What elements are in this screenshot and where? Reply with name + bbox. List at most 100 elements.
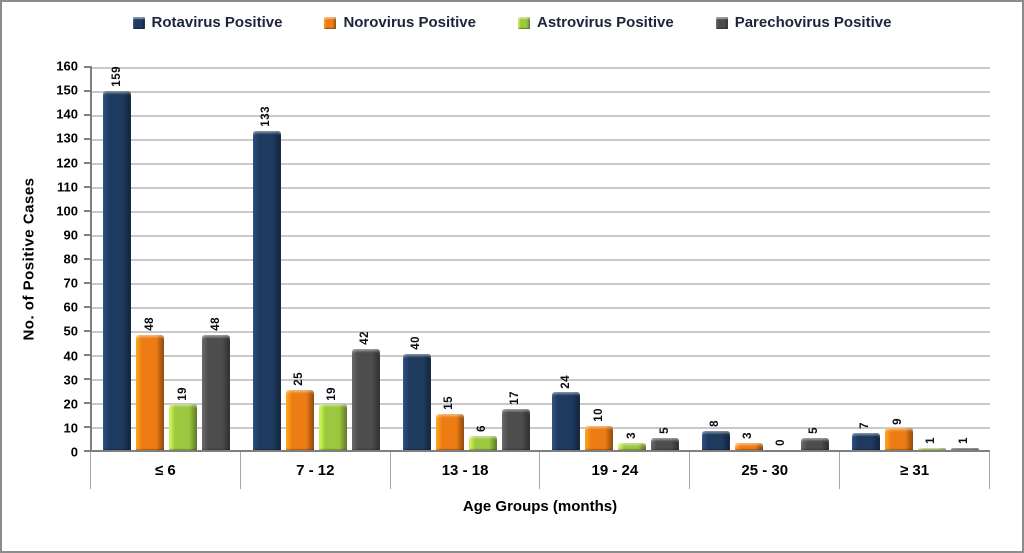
gridline — [92, 235, 990, 237]
bar-column: 9 — [884, 66, 913, 450]
bar — [402, 354, 431, 450]
bar — [202, 334, 231, 450]
bar-data-label: 9 — [891, 417, 904, 425]
bar-data-label: 10 — [592, 408, 605, 422]
y-axis-tick-label: 30 — [63, 372, 78, 388]
y-axis-tick-mark — [84, 162, 92, 164]
bar-column: 7 — [851, 66, 880, 450]
gridline — [92, 91, 990, 93]
x-axis-category-row: ≤ 6 7 - 12 13 - 18 19 - 24 25 - 30 ≥ 31 — [90, 452, 990, 489]
bar-data-label: 24 — [559, 374, 572, 389]
bar-column: 133 — [253, 66, 281, 450]
bar — [884, 428, 913, 450]
bar-group: 24 10 3 5 — [541, 66, 691, 450]
bar-data-label: 40 — [409, 336, 422, 350]
bar-column: 17 — [501, 66, 530, 450]
gridline — [92, 211, 990, 213]
y-axis-tick-mark — [84, 450, 92, 452]
x-category: ≥ 31 — [840, 452, 990, 489]
bar — [103, 90, 132, 450]
bar — [319, 404, 347, 450]
bar — [735, 442, 764, 450]
bar-column: 3 — [735, 66, 764, 450]
y-axis-tick-mark — [84, 90, 92, 92]
y-axis-tick-label: 140 — [56, 106, 78, 122]
legend-item-parechovirus: Parechovirus Positive — [715, 14, 892, 31]
bar-data-label: 48 — [143, 317, 156, 331]
y-axis-tick-label: 160 — [56, 58, 78, 74]
plot-area: 159 48 19 48 133 25 19 42 40 15 6 17 24 10 3 5 8 3 0 5 7 9 1 1 — [84, 66, 990, 452]
bar — [352, 349, 380, 450]
bar — [585, 426, 614, 450]
astrovirus-legend-swatch-icon — [517, 16, 530, 29]
y-axis-tick-label: 130 — [56, 130, 78, 146]
legend-label: Rotavirus Positive — [151, 14, 283, 31]
y-axis-tick-mark — [84, 306, 92, 308]
legend-label: Parechovirus Positive — [734, 14, 892, 31]
bar — [851, 433, 880, 450]
x-category: 13 - 18 — [391, 452, 541, 489]
bar — [801, 438, 830, 450]
bar-data-label: 19 — [326, 386, 339, 401]
bar-data-label: 17 — [508, 391, 521, 406]
bar — [468, 435, 497, 450]
bar-data-label: 8 — [709, 419, 722, 427]
y-axis-tick-mark — [84, 66, 92, 68]
y-axis-tick-label: 0 — [70, 444, 78, 460]
bar-groups: 159 48 19 48 133 25 19 42 40 15 6 17 24 10 3 5 8 3 0 5 7 9 1 1 — [92, 66, 990, 450]
bar-group: 159 48 19 48 — [92, 66, 242, 450]
bar-data-label: 3 — [625, 431, 638, 439]
x-axis-title: Age Groups (months) — [462, 498, 618, 515]
y-axis-tick-mark — [84, 234, 92, 236]
bar-data-label: 1 — [924, 436, 937, 444]
y-axis-tick-mark — [84, 210, 92, 212]
legend-item-norovirus: Norovirus Positive — [324, 14, 476, 31]
x-category: 7 - 12 — [241, 452, 391, 489]
gridline — [92, 259, 990, 261]
gridline — [92, 307, 990, 309]
y-axis-title: No. of Positive Cases — [20, 177, 38, 341]
bar — [501, 409, 530, 450]
gridline — [92, 187, 990, 189]
bar-data-label: 7 — [858, 422, 871, 430]
gridline — [92, 427, 990, 429]
bar-data-label: 5 — [658, 427, 671, 434]
bar-column: 1 — [950, 66, 979, 450]
y-axis-tick-label: 40 — [63, 348, 78, 363]
bar-data-label: 159 — [110, 66, 123, 87]
y-axis-tick-label: 110 — [57, 179, 78, 195]
x-category: 19 - 24 — [540, 452, 691, 489]
norovirus-legend-swatch-icon — [324, 16, 337, 29]
legend-label: Astrovirus Positive — [536, 14, 674, 31]
bar-column: 15 — [435, 66, 464, 450]
y-axis-tick-mark — [84, 258, 92, 260]
y-axis-tick-label: 10 — [63, 420, 78, 436]
bar — [651, 438, 680, 450]
bar — [618, 442, 647, 450]
bar-data-label: 5 — [808, 427, 821, 434]
legend-item-astrovirus: Astrovirus Positive — [517, 14, 674, 31]
gridline — [92, 163, 990, 165]
y-axis-tick-label: 60 — [63, 299, 78, 315]
bar-data-label: 0 — [775, 439, 788, 446]
bar-column: 40 — [402, 66, 431, 450]
y-axis-tick-mark — [84, 402, 92, 404]
bar-column: 159 — [103, 66, 132, 450]
y-axis-tick-label: 120 — [56, 155, 78, 170]
bar-data-label: 133 — [260, 106, 273, 127]
bar-data-label: 48 — [209, 317, 222, 331]
bar-column: 0 — [768, 66, 796, 450]
y-axis-tick-mark — [84, 330, 92, 332]
x-category: 25 - 30 — [690, 452, 841, 489]
bar — [286, 390, 314, 450]
gridline — [92, 379, 990, 381]
legend-item-rotavirus: Rotavirus Positive — [132, 14, 283, 31]
bar — [552, 392, 581, 450]
bar-group: 40 15 6 17 — [391, 66, 541, 450]
bar-column: 10 — [585, 66, 614, 450]
bar — [169, 404, 198, 450]
legend-label: Norovirus Positive — [343, 14, 476, 31]
gridline — [92, 331, 990, 333]
